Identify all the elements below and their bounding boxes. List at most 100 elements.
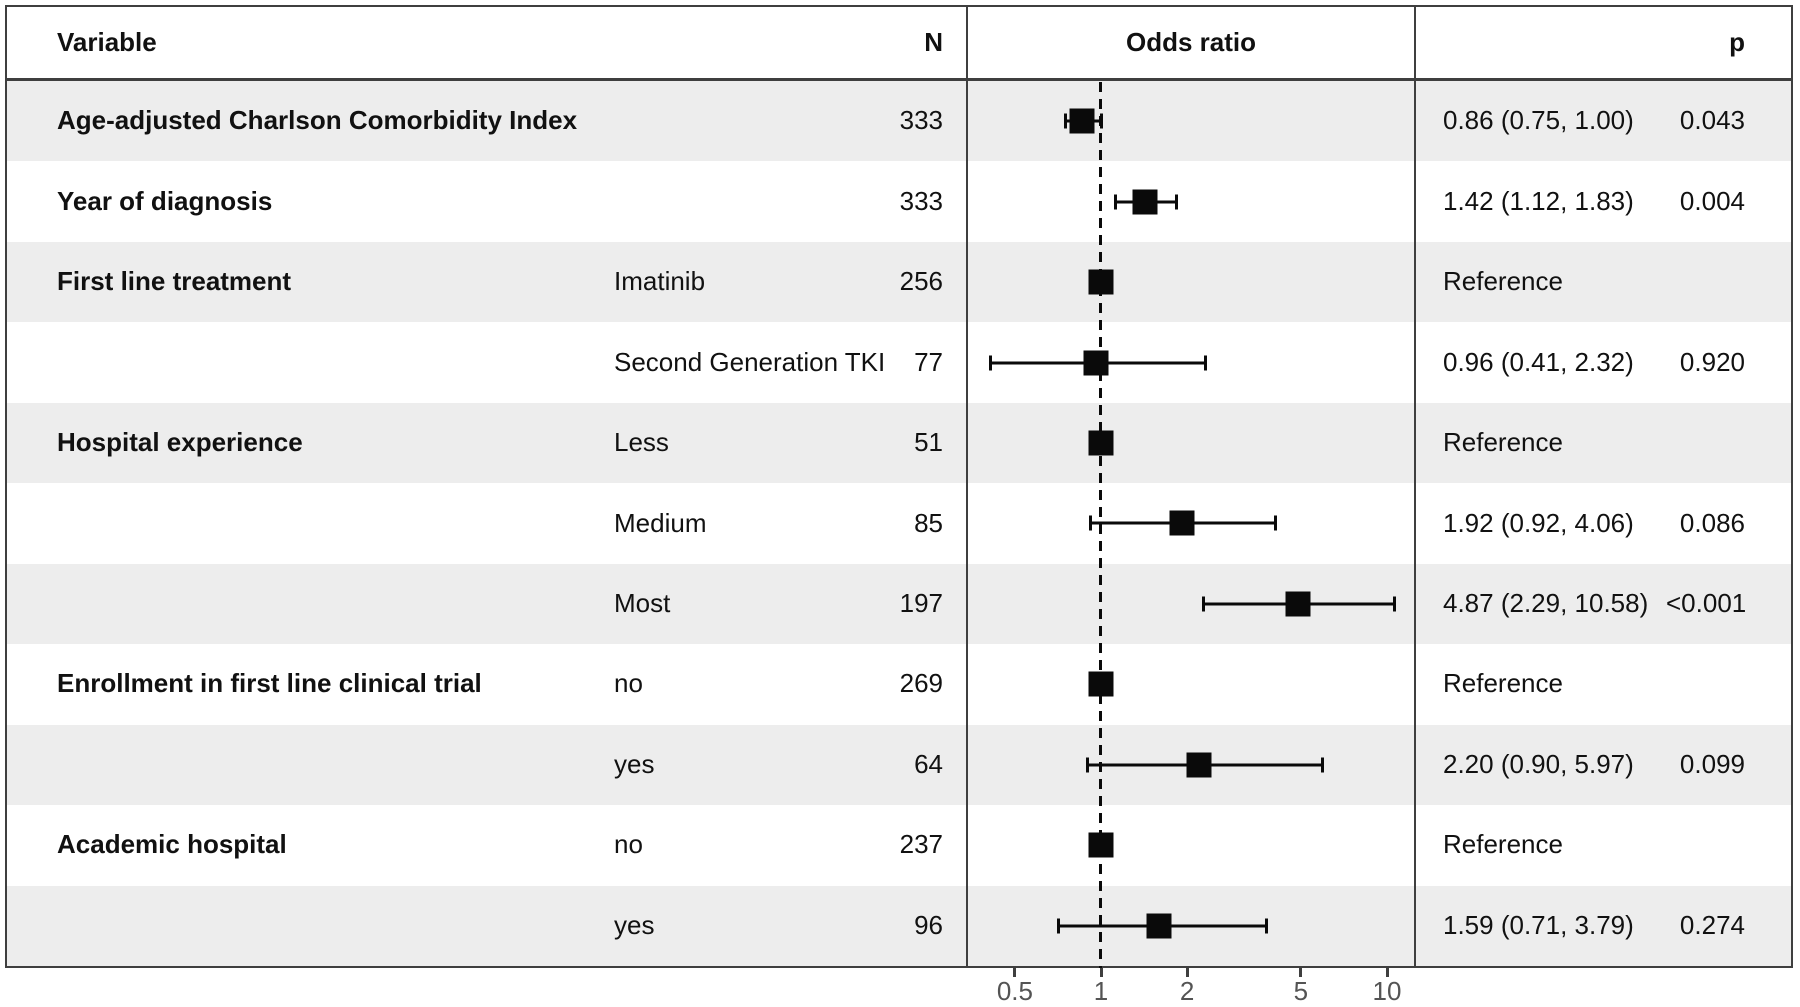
or-ci-text: 0.86 (0.75, 1.00) — [1443, 105, 1634, 136]
table-row: Most 197 4.87 (2.29, 10.58) <0.001 — [7, 563, 1791, 645]
variable-name: First line treatment — [57, 266, 292, 297]
n-value: 64 — [914, 748, 943, 779]
level-label: Second Generation TKI — [614, 346, 886, 377]
ci-cap — [1204, 355, 1208, 371]
p-value: 0.004 — [1679, 185, 1745, 216]
axis-tick-label: 10 — [1372, 976, 1402, 1006]
or-marker — [1083, 350, 1109, 376]
plot-cell — [966, 402, 1416, 484]
or-ci-text: 0.96 (0.41, 2.32) — [1443, 346, 1634, 377]
plot-cell — [966, 644, 1416, 725]
ci-cap — [1264, 918, 1268, 934]
ci-cap — [988, 355, 992, 371]
table-row: Year of diagnosis 333 1.42 (1.12, 1.83) 0.0… — [7, 161, 1791, 242]
forest-table: Variable N Odds ratio p Age-adjusted Cha… — [5, 5, 1793, 968]
or-ci-text: 2.20 (0.90, 5.97) — [1443, 748, 1634, 779]
or-ci-text: 1.42 (1.12, 1.83) — [1443, 185, 1634, 216]
ci-cap — [1321, 757, 1325, 773]
ci-cap — [1392, 596, 1396, 612]
or-ci-text: 1.59 (0.71, 3.79) — [1443, 909, 1634, 940]
level-label: yes — [614, 748, 655, 779]
or-ci-text: Reference — [1443, 266, 1563, 297]
table-row: Second Generation TKI 77 0.96 (0.41, 2.32)… — [7, 322, 1791, 403]
level-label: Medium — [614, 507, 707, 538]
p-value: 0.043 — [1679, 105, 1745, 136]
level-label: no — [614, 668, 643, 699]
plot-cell — [966, 724, 1416, 806]
or-ci-text: Reference — [1443, 829, 1563, 860]
n-value: 237 — [899, 829, 943, 860]
ci-cap — [1056, 918, 1060, 934]
or-marker — [1186, 752, 1212, 778]
variable-name: Age-adjusted Charlson Comorbidity Index — [57, 105, 578, 136]
p-value: 0.274 — [1679, 909, 1745, 940]
table-row: First line treatment Imatinib 256 Reference — [7, 241, 1791, 323]
ci-cap — [1086, 757, 1090, 773]
axis-tick-label: 1 — [1093, 976, 1109, 1006]
n-value: 77 — [914, 346, 943, 377]
or-marker — [1069, 108, 1095, 134]
n-value: 269 — [899, 668, 943, 699]
table-row: yes 64 2.20 (0.90, 5.97) 0.099 — [7, 724, 1791, 806]
header-p: p — [1729, 26, 1745, 57]
plot-cell — [966, 241, 1416, 323]
axis-tick — [1299, 966, 1303, 977]
table-row: Medium 85 1.92 (0.92, 4.06) 0.086 — [7, 483, 1791, 564]
or-marker — [1146, 913, 1172, 939]
plot-cell — [966, 483, 1416, 564]
table-row: Hospital experience Less 51 Reference — [7, 402, 1791, 484]
variable-name: Academic hospital — [57, 829, 287, 860]
level-label: Less — [614, 427, 669, 458]
ci-cap — [1089, 515, 1093, 531]
plot-cell — [966, 563, 1416, 645]
table-body: Age-adjusted Charlson Comorbidity Index 3… — [7, 81, 1791, 966]
ci-cap — [1202, 596, 1206, 612]
ci-cap — [1113, 194, 1117, 210]
or-ci-text: Reference — [1443, 668, 1563, 699]
axis-tick-label: 0.5 — [996, 976, 1033, 1006]
n-value: 85 — [914, 507, 943, 538]
p-value: 0.099 — [1679, 748, 1745, 779]
ci-cap — [1174, 194, 1178, 210]
or-ci-text: 4.87 (2.29, 10.58) — [1443, 588, 1649, 618]
plot-cell — [966, 161, 1416, 242]
plot-cell — [966, 805, 1416, 886]
header-odds-ratio: Odds ratio — [966, 7, 1416, 78]
axis-tick — [1013, 966, 1017, 977]
n-value: 197 — [899, 588, 943, 618]
n-value: 333 — [899, 185, 943, 216]
axis-tick — [1385, 966, 1389, 977]
n-value: 256 — [899, 266, 943, 297]
ci-cap — [1063, 113, 1067, 129]
table-row: Age-adjusted Charlson Comorbidity Index 3… — [7, 81, 1791, 162]
table-row: Academic hospital no 237 Reference — [7, 805, 1791, 886]
axis-tick — [1185, 966, 1189, 977]
plot-cell — [966, 885, 1416, 966]
axis-tick-label: 2 — [1179, 976, 1195, 1006]
reference-line — [1099, 82, 1102, 968]
n-value: 51 — [914, 427, 943, 458]
table-row: yes 96 1.59 (0.71, 3.79) 0.274 — [7, 885, 1791, 966]
axis-tick-label: 5 — [1293, 976, 1309, 1006]
header-n: N — [924, 26, 943, 57]
variable-name: Enrollment in first line clinical trial — [57, 668, 482, 699]
n-value: 333 — [899, 105, 943, 136]
table-header-row: Variable N Odds ratio p — [7, 7, 1791, 81]
or-marker — [1169, 510, 1195, 536]
level-label: Most — [614, 588, 671, 618]
axis-tick — [1099, 966, 1103, 977]
or-ci-text: 1.92 (0.92, 4.06) — [1443, 507, 1634, 538]
or-marker — [1285, 591, 1311, 617]
p-value: <0.001 — [1666, 588, 1747, 618]
table-row: Enrollment in first line clinical trial n… — [7, 644, 1791, 725]
variable-name: Year of diagnosis — [57, 185, 273, 216]
variable-name: Hospital experience — [57, 427, 303, 458]
header-variable: Variable — [57, 26, 157, 57]
plot-cell — [966, 81, 1416, 162]
level-label: Imatinib — [614, 266, 706, 297]
or-ci-text: Reference — [1443, 427, 1563, 458]
or-marker — [1132, 189, 1158, 215]
n-value: 96 — [914, 909, 943, 940]
p-value: 0.920 — [1679, 346, 1745, 377]
